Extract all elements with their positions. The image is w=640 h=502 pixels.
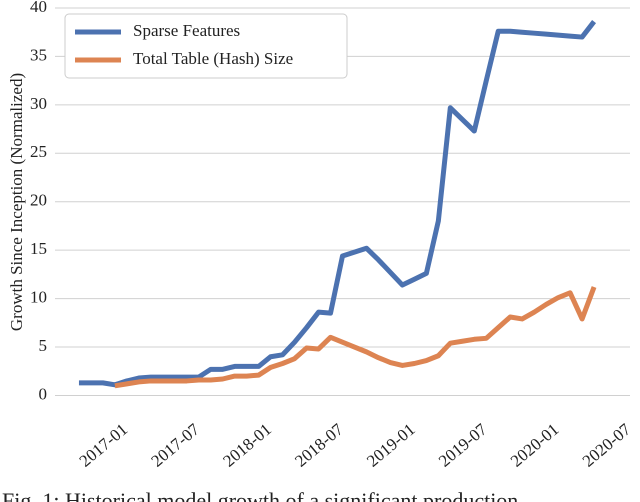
x-tick-label: 2018-01 — [219, 420, 275, 471]
legend-label: Sparse Features — [133, 21, 240, 40]
y-tick-label: 5 — [39, 336, 48, 355]
x-tick-label: 2017-07 — [147, 419, 203, 470]
y-tick-label: 35 — [30, 45, 47, 64]
x-tick-label: 2017-01 — [76, 420, 132, 471]
y-tick-label: 15 — [30, 239, 47, 258]
y-tick-label: 25 — [30, 142, 47, 161]
y-tick-label: 0 — [39, 384, 48, 403]
x-tick-label: 2019-07 — [435, 419, 491, 470]
y-tick-label: 10 — [30, 288, 47, 307]
y-tick-label: 30 — [30, 94, 47, 113]
caption: Fig. 1: Historical model growth of a sig… — [2, 488, 518, 502]
x-tick-label: 2018-07 — [291, 419, 347, 470]
series-line — [78, 20, 597, 388]
legend-box — [64, 13, 348, 79]
x-tick-label: 2019-01 — [363, 420, 419, 471]
x-tick-label: 2020-07 — [579, 419, 635, 470]
legend-label: Total Table (Hash) Size — [133, 49, 293, 68]
y-tick-label: 40 — [30, 0, 47, 16]
y-tick-label: 20 — [30, 191, 47, 210]
series-line — [114, 286, 597, 389]
y-axis-label: Growth Since Inception (Normalized) — [7, 73, 26, 331]
x-tick-label: 2020-01 — [507, 420, 563, 471]
